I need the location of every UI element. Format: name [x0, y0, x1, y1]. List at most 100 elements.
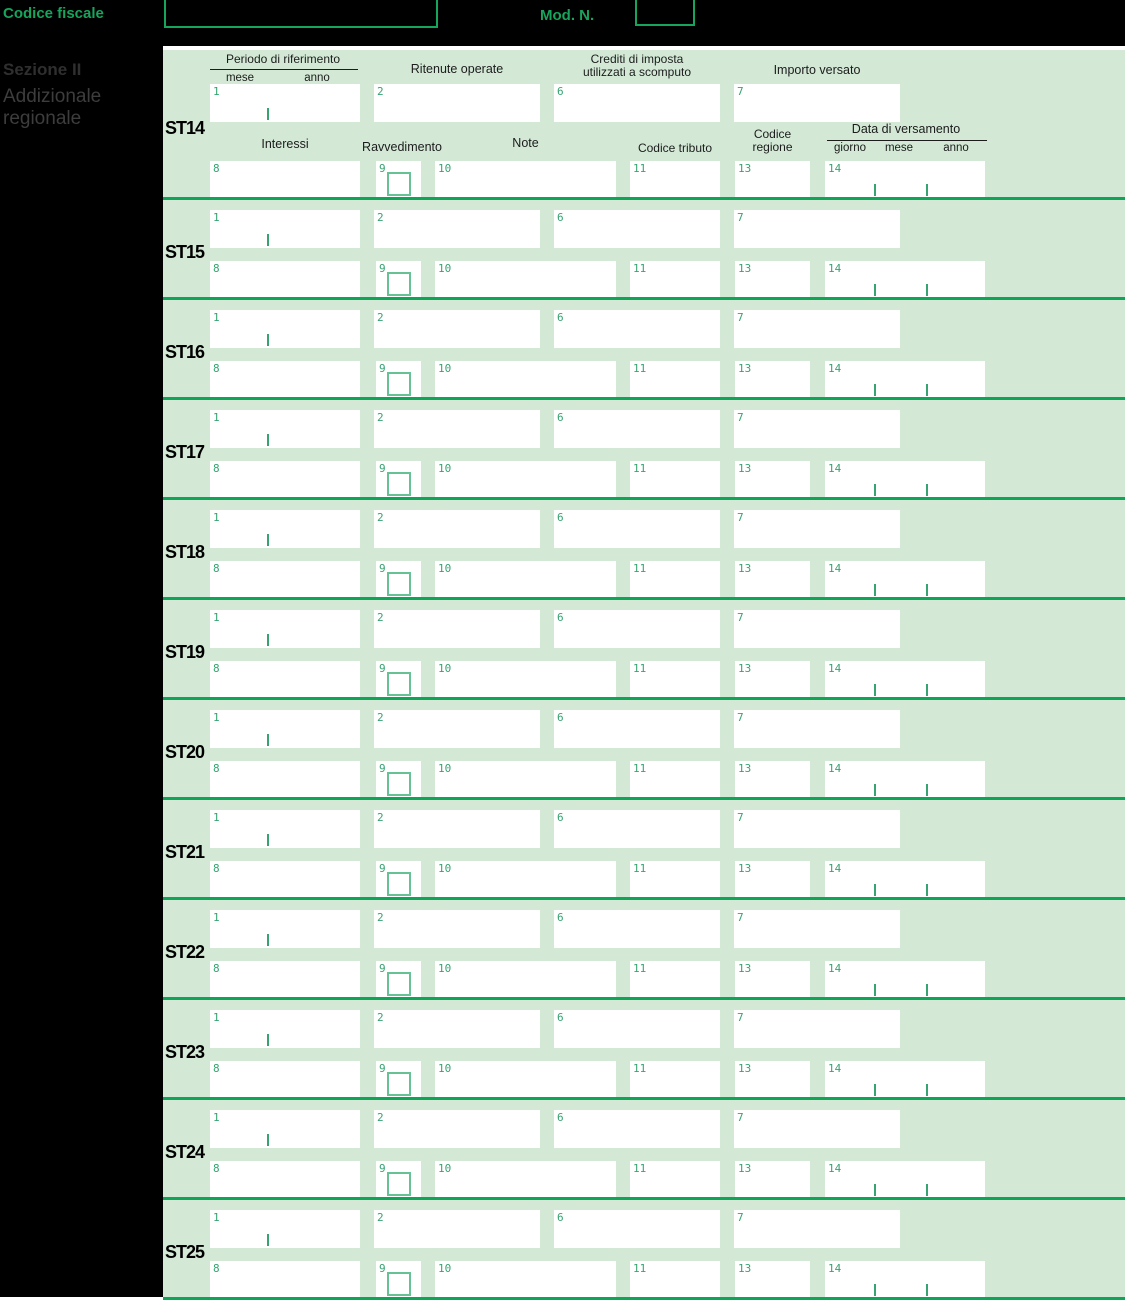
- field-14-data-versamento-input[interactable]: 14: [825, 161, 985, 198]
- ravvedimento-checkbox[interactable]: [387, 372, 411, 396]
- field-13-codice-regione-input[interactable]: 13: [735, 461, 810, 498]
- field-1-periodo-riferimento-input[interactable]: 1: [210, 510, 360, 548]
- field-8-interessi-input[interactable]: 8: [210, 261, 360, 298]
- field-11-codice-tributo-input[interactable]: 11: [630, 961, 720, 998]
- ravvedimento-checkbox[interactable]: [387, 572, 411, 596]
- field-2-ritenute-operate-input[interactable]: 2: [374, 210, 540, 248]
- field-14-data-versamento-input[interactable]: 14: [825, 361, 985, 398]
- field-8-interessi-input[interactable]: 8: [210, 661, 360, 698]
- field-13-codice-regione-input[interactable]: 13: [735, 1261, 810, 1298]
- field-10-note-input[interactable]: 10: [435, 761, 616, 798]
- field-14-data-versamento-input[interactable]: 14: [825, 1061, 985, 1098]
- field-14-data-versamento-input[interactable]: 14: [825, 261, 985, 298]
- field-7-importo-versato-input[interactable]: 7: [734, 310, 900, 348]
- field-11-codice-tributo-input[interactable]: 11: [630, 1261, 720, 1298]
- field-8-interessi-input[interactable]: 8: [210, 861, 360, 898]
- ravvedimento-checkbox[interactable]: [387, 1072, 411, 1096]
- ravvedimento-checkbox[interactable]: [387, 672, 411, 696]
- field-1-periodo-riferimento-input[interactable]: 1: [210, 410, 360, 448]
- field-13-codice-regione-input[interactable]: 13: [735, 661, 810, 698]
- field-11-codice-tributo-input[interactable]: 11: [630, 561, 720, 598]
- field-7-importo-versato-input[interactable]: 7: [734, 1010, 900, 1048]
- field-1-periodo-riferimento-input[interactable]: 1: [210, 84, 360, 122]
- field-1-periodo-riferimento-input[interactable]: 1: [210, 210, 360, 248]
- field-6-crediti-imposta-input[interactable]: 6: [554, 1010, 720, 1048]
- field-2-ritenute-operate-input[interactable]: 2: [374, 810, 540, 848]
- field-6-crediti-imposta-input[interactable]: 6: [554, 84, 720, 122]
- field-1-periodo-riferimento-input[interactable]: 1: [210, 1010, 360, 1048]
- field-2-ritenute-operate-input[interactable]: 2: [374, 710, 540, 748]
- field-10-note-input[interactable]: 10: [435, 861, 616, 898]
- field-11-codice-tributo-input[interactable]: 11: [630, 361, 720, 398]
- field-14-data-versamento-input[interactable]: 14: [825, 1261, 985, 1298]
- field-7-importo-versato-input[interactable]: 7: [734, 410, 900, 448]
- field-14-data-versamento-input[interactable]: 14: [825, 461, 985, 498]
- field-8-interessi-input[interactable]: 8: [210, 461, 360, 498]
- field-13-codice-regione-input[interactable]: 13: [735, 261, 810, 298]
- field-2-ritenute-operate-input[interactable]: 2: [374, 84, 540, 122]
- ravvedimento-checkbox[interactable]: [387, 872, 411, 896]
- field-7-importo-versato-input[interactable]: 7: [734, 210, 900, 248]
- field-11-codice-tributo-input[interactable]: 11: [630, 261, 720, 298]
- field-1-periodo-riferimento-input[interactable]: 1: [210, 1210, 360, 1248]
- field-1-periodo-riferimento-input[interactable]: 1: [210, 610, 360, 648]
- field-1-periodo-riferimento-input[interactable]: 1: [210, 810, 360, 848]
- field-14-data-versamento-input[interactable]: 14: [825, 761, 985, 798]
- field-11-codice-tributo-input[interactable]: 11: [630, 1061, 720, 1098]
- field-8-interessi-input[interactable]: 8: [210, 1061, 360, 1098]
- field-6-crediti-imposta-input[interactable]: 6: [554, 1110, 720, 1148]
- field-10-note-input[interactable]: 10: [435, 1061, 616, 1098]
- field-14-data-versamento-input[interactable]: 14: [825, 561, 985, 598]
- field-10-note-input[interactable]: 10: [435, 1161, 616, 1198]
- field-2-ritenute-operate-input[interactable]: 2: [374, 610, 540, 648]
- field-13-codice-regione-input[interactable]: 13: [735, 561, 810, 598]
- field-8-interessi-input[interactable]: 8: [210, 361, 360, 398]
- field-1-periodo-riferimento-input[interactable]: 1: [210, 1110, 360, 1148]
- field-2-ritenute-operate-input[interactable]: 2: [374, 910, 540, 948]
- ravvedimento-checkbox[interactable]: [387, 172, 411, 196]
- field-8-interessi-input[interactable]: 8: [210, 1161, 360, 1198]
- field-14-data-versamento-input[interactable]: 14: [825, 961, 985, 998]
- field-7-importo-versato-input[interactable]: 7: [734, 610, 900, 648]
- field-13-codice-regione-input[interactable]: 13: [735, 1061, 810, 1098]
- field-2-ritenute-operate-input[interactable]: 2: [374, 1210, 540, 1248]
- ravvedimento-checkbox[interactable]: [387, 272, 411, 296]
- field-11-codice-tributo-input[interactable]: 11: [630, 161, 720, 198]
- field-7-importo-versato-input[interactable]: 7: [734, 710, 900, 748]
- field-6-crediti-imposta-input[interactable]: 6: [554, 410, 720, 448]
- field-6-crediti-imposta-input[interactable]: 6: [554, 710, 720, 748]
- field-10-note-input[interactable]: 10: [435, 461, 616, 498]
- field-1-periodo-riferimento-input[interactable]: 1: [210, 910, 360, 948]
- field-7-importo-versato-input[interactable]: 7: [734, 1110, 900, 1148]
- field-11-codice-tributo-input[interactable]: 11: [630, 461, 720, 498]
- field-14-data-versamento-input[interactable]: 14: [825, 1161, 985, 1198]
- mod-n-input[interactable]: [635, 0, 695, 26]
- field-13-codice-regione-input[interactable]: 13: [735, 1161, 810, 1198]
- field-7-importo-versato-input[interactable]: 7: [734, 810, 900, 848]
- field-10-note-input[interactable]: 10: [435, 261, 616, 298]
- field-10-note-input[interactable]: 10: [435, 661, 616, 698]
- field-2-ritenute-operate-input[interactable]: 2: [374, 510, 540, 548]
- field-2-ritenute-operate-input[interactable]: 2: [374, 310, 540, 348]
- field-8-interessi-input[interactable]: 8: [210, 161, 360, 198]
- ravvedimento-checkbox[interactable]: [387, 972, 411, 996]
- field-6-crediti-imposta-input[interactable]: 6: [554, 310, 720, 348]
- field-13-codice-regione-input[interactable]: 13: [735, 761, 810, 798]
- field-11-codice-tributo-input[interactable]: 11: [630, 661, 720, 698]
- field-11-codice-tributo-input[interactable]: 11: [630, 861, 720, 898]
- field-1-periodo-riferimento-input[interactable]: 1: [210, 710, 360, 748]
- ravvedimento-checkbox[interactable]: [387, 772, 411, 796]
- field-14-data-versamento-input[interactable]: 14: [825, 861, 985, 898]
- field-6-crediti-imposta-input[interactable]: 6: [554, 610, 720, 648]
- ravvedimento-checkbox[interactable]: [387, 1172, 411, 1196]
- field-8-interessi-input[interactable]: 8: [210, 761, 360, 798]
- field-6-crediti-imposta-input[interactable]: 6: [554, 210, 720, 248]
- field-8-interessi-input[interactable]: 8: [210, 961, 360, 998]
- field-1-periodo-riferimento-input[interactable]: 1: [210, 310, 360, 348]
- field-14-data-versamento-input[interactable]: 14: [825, 661, 985, 698]
- field-11-codice-tributo-input[interactable]: 11: [630, 1161, 720, 1198]
- ravvedimento-checkbox[interactable]: [387, 1272, 411, 1296]
- field-10-note-input[interactable]: 10: [435, 961, 616, 998]
- field-2-ritenute-operate-input[interactable]: 2: [374, 410, 540, 448]
- field-7-importo-versato-input[interactable]: 7: [734, 84, 900, 122]
